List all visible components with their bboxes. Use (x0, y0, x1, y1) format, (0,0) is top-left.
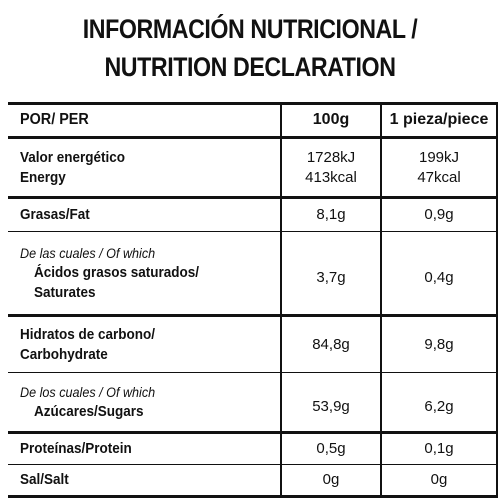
row-label: Valor energético (20, 148, 126, 166)
value-100g: 0,5g (316, 440, 346, 457)
value-100g: 84,8g (312, 335, 350, 353)
title-line: INFORMACIÓN NUTRICIONAL / (82, 14, 418, 44)
column-header: POR/ PER (20, 111, 89, 128)
column-rule (496, 104, 498, 496)
rule (8, 136, 498, 139)
row-label: Azúcares/Sugars (34, 403, 144, 420)
row-label: Energy (20, 168, 66, 186)
row-label: Saturates (34, 284, 96, 301)
value-piece: 0g (430, 471, 448, 488)
value-100g: 413kcal (305, 168, 357, 186)
rule (8, 464, 498, 465)
row-label: Carbohydrate (20, 345, 108, 363)
rule (8, 314, 498, 317)
column-header: 1 pieza/piece (389, 111, 489, 128)
row-label: Sal/Salt (20, 471, 69, 488)
value-piece: 0,1g (424, 440, 454, 457)
column-rule (280, 104, 282, 496)
value-100g: 53,9g (312, 398, 350, 415)
rule (8, 231, 498, 232)
value-100g: 0g (322, 471, 340, 488)
value-100g: 3,7g (316, 269, 346, 286)
row-label: Hidratos de carbono/ (20, 325, 156, 343)
value-100g: 8,1g (316, 206, 346, 223)
row-note: De las cuales / Of which (20, 245, 156, 261)
rule (8, 196, 498, 199)
value-piece: 0,9g (424, 206, 454, 223)
value-piece: 0,4g (424, 269, 454, 286)
rule (8, 431, 498, 434)
value-100g: 1728kJ (306, 148, 356, 166)
row-label: Proteínas/Protein (20, 440, 132, 457)
column-rule (380, 104, 382, 496)
value-piece: 47kcal (417, 168, 461, 186)
value-piece: 6,2g (424, 398, 454, 415)
row-note: De los cuales / Of which (20, 384, 156, 400)
value-piece: 199kJ (418, 148, 460, 166)
rule (8, 372, 498, 373)
title-line: NUTRITION DECLARATION (104, 52, 396, 82)
rule (8, 495, 498, 498)
column-header: 100g (312, 111, 350, 128)
rule (8, 102, 498, 105)
value-piece: 9,8g (424, 335, 454, 353)
row-label: Grasas/Fat (20, 206, 90, 223)
row-label: Ácidos grasos saturados/ (34, 264, 200, 281)
